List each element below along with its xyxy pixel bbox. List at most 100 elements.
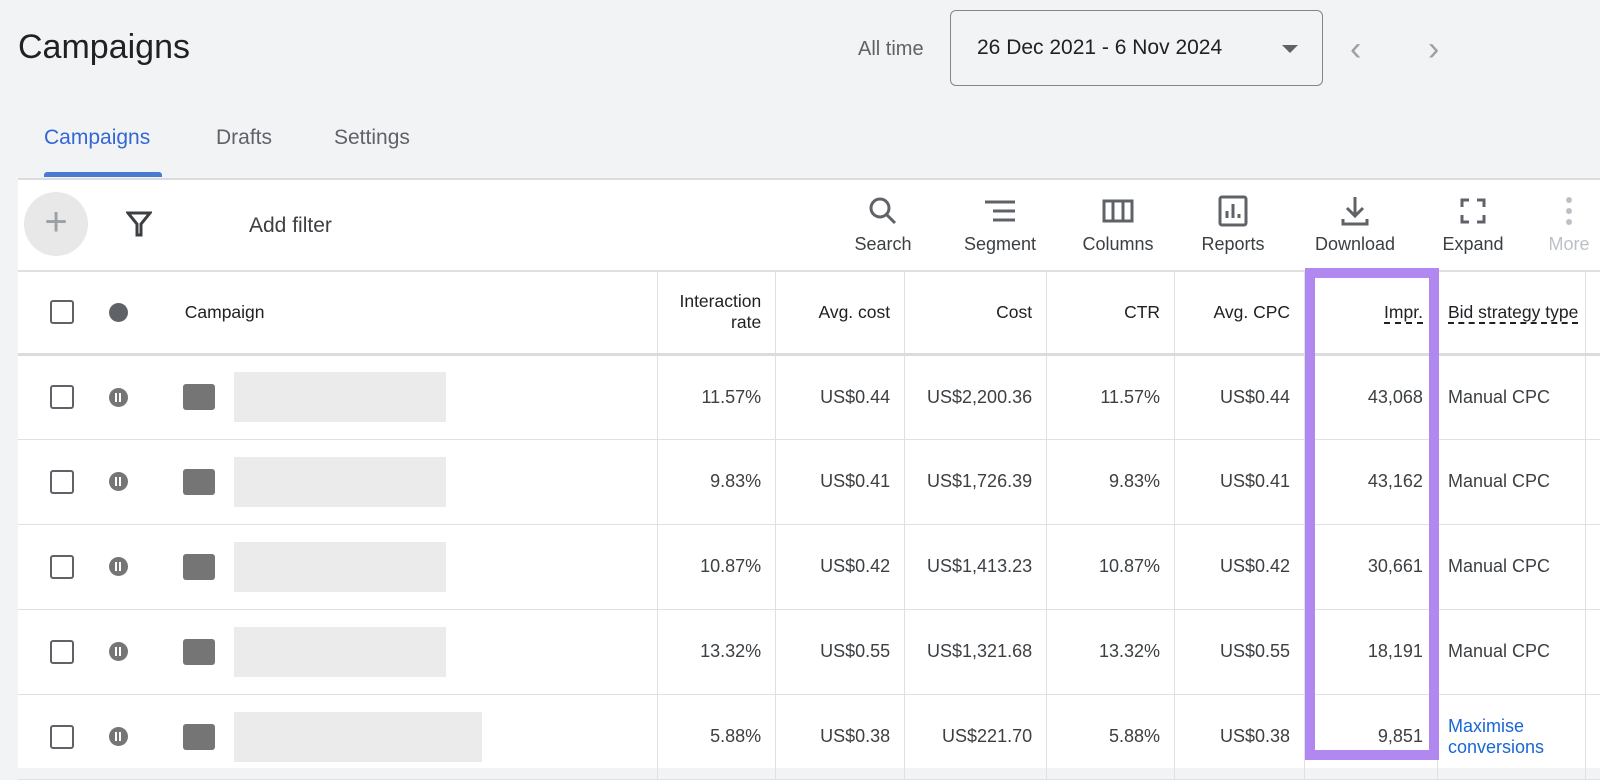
avg-cost-cell: US$0.42 — [775, 524, 906, 610]
cost-cell: US$2,200.36 — [904, 354, 1048, 440]
table-row[interactable]: 9.83% US$0.41 US$1,726.39 9.83% US$0.41 … — [18, 439, 1600, 525]
campaign-cell — [18, 354, 659, 440]
bid-strategy-cell: Manual CPC — [1437, 354, 1586, 440]
search-icon — [869, 197, 897, 225]
search-campaign-icon — [183, 638, 216, 665]
cost-cell: US$221.70 — [904, 694, 1048, 780]
download-icon — [1341, 197, 1369, 226]
table-row[interactable]: 10.87% US$0.42 US$1,413.23 10.87% US$0.4… — [18, 524, 1600, 610]
more-button[interactable]: More — [1534, 194, 1600, 255]
avg-cost-header[interactable]: Avg. cost — [775, 272, 906, 356]
impr-cell: 30,661 — [1304, 524, 1438, 610]
table-row[interactable]: 11.57% US$0.44 US$2,200.36 11.57% US$0.4… — [18, 354, 1600, 440]
reports-icon — [1218, 195, 1248, 227]
expand-icon — [1460, 198, 1486, 224]
more-vert-icon — [1566, 197, 1572, 225]
next-period-icon[interactable]: › — [1428, 30, 1440, 68]
impr-header[interactable]: Impr. — [1304, 272, 1438, 356]
columns-label: Columns — [1082, 234, 1154, 254]
expand-button[interactable]: Expand — [1423, 194, 1523, 255]
row-checkbox[interactable] — [50, 639, 74, 664]
campaign-column-header[interactable]: Campaign — [184, 301, 265, 322]
search-campaign-icon — [183, 468, 216, 495]
avg-cpc-header[interactable]: Avg. CPC — [1174, 272, 1306, 356]
search-campaign-icon — [183, 553, 216, 580]
tab-drafts[interactable]: Drafts — [216, 126, 273, 149]
paused-status-icon[interactable] — [109, 642, 129, 661]
paused-status-icon[interactable] — [109, 557, 129, 576]
paused-status-icon[interactable] — [109, 472, 129, 491]
campaign-header[interactable]: Campaign — [18, 272, 659, 356]
filter-icon[interactable] — [126, 210, 152, 238]
paused-status-icon[interactable] — [109, 727, 129, 746]
redacted-campaign-name[interactable] — [234, 711, 483, 762]
active-tab-indicator — [44, 172, 162, 177]
search-label: Search — [854, 234, 912, 254]
bid-strategy-header[interactable]: Bid strategy type — [1437, 272, 1586, 356]
download-label: Download — [1314, 234, 1396, 254]
avg-cost-cell: US$0.38 — [775, 694, 906, 780]
bid-strategy-cell: Manual CPC — [1437, 439, 1586, 525]
date-range-label: All time — [858, 38, 924, 60]
ctr-cell: 13.32% — [1046, 609, 1176, 695]
download-button[interactable]: Download — [1300, 194, 1410, 255]
previous-period-icon[interactable]: ‹ — [1350, 30, 1362, 68]
expand-label: Expand — [1442, 234, 1504, 254]
table-row[interactable]: 5.88% US$0.38 US$221.70 5.88% US$0.38 9,… — [18, 694, 1600, 780]
columns-button[interactable]: Columns — [1068, 194, 1168, 255]
search-button[interactable]: Search — [833, 194, 933, 255]
add-campaign-button[interactable]: + — [24, 192, 88, 256]
redacted-campaign-name[interactable] — [234, 541, 447, 592]
avg-cost-cell: US$0.44 — [775, 354, 906, 440]
row-checkbox[interactable] — [50, 554, 74, 579]
tab-settings[interactable]: Settings — [334, 126, 410, 149]
table-row[interactable]: 13.32% US$0.55 US$1,321.68 13.32% US$0.5… — [18, 609, 1600, 695]
interaction-rate-header[interactable]: Interaction rate — [657, 272, 777, 356]
bid-strategy-cell: Manual CPC — [1437, 609, 1586, 695]
paused-status-icon[interactable] — [109, 387, 129, 407]
segment-button[interactable]: Segment — [950, 194, 1050, 255]
search-campaign-icon — [183, 384, 216, 410]
avg-cpc-cell: US$0.44 — [1174, 354, 1306, 440]
row-checkbox[interactable] — [50, 385, 74, 409]
cost-cell: US$1,413.23 — [904, 524, 1048, 610]
reports-button[interactable]: Reports — [1183, 194, 1283, 255]
interaction-rate-cell: 5.88% — [657, 694, 777, 780]
impr-header-label: Impr. — [1384, 301, 1423, 324]
date-range-value: 26 Dec 2021 - 6 Nov 2024 — [977, 36, 1223, 59]
interaction-rate-cell: 11.57% — [657, 354, 777, 440]
avg-cpc-cell: US$0.38 — [1174, 694, 1306, 780]
tab-campaigns[interactable]: Campaigns — [44, 126, 151, 149]
add-filter-button[interactable]: Add filter — [249, 214, 332, 237]
campaigns-table: Campaign Interaction rate Avg. cost Cost… — [18, 272, 1600, 780]
row-checkbox[interactable] — [50, 469, 74, 494]
date-range-picker[interactable]: 26 Dec 2021 - 6 Nov 2024 — [950, 10, 1323, 86]
ctr-cell: 9.83% — [1046, 439, 1176, 525]
ctr-cell: 5.88% — [1046, 694, 1176, 780]
avg-cpc-cell: US$0.41 — [1174, 439, 1306, 525]
toolbar: + Add filter Search Segment Columns Repo… — [18, 180, 1600, 272]
row-checkbox[interactable] — [50, 724, 74, 749]
status-filter-icon[interactable] — [108, 302, 128, 322]
columns-icon — [1102, 199, 1134, 223]
campaign-cell — [18, 694, 659, 780]
page-title: Campaigns — [18, 28, 190, 66]
segment-icon — [985, 200, 1015, 222]
reports-label: Reports — [1201, 234, 1265, 254]
segment-label: Segment — [963, 234, 1037, 254]
campaign-cell — [18, 439, 659, 525]
avg-cpc-cell: US$0.55 — [1174, 609, 1306, 695]
cost-header[interactable]: Cost — [904, 272, 1048, 356]
cost-cell: US$1,726.39 — [904, 439, 1048, 525]
select-all-checkbox[interactable] — [50, 300, 74, 325]
redacted-campaign-name[interactable] — [234, 626, 447, 677]
bid-strategy-cell: Manual CPC — [1437, 524, 1586, 610]
ctr-header[interactable]: CTR — [1046, 272, 1176, 356]
redacted-campaign-name[interactable] — [234, 456, 447, 507]
campaign-cell — [18, 524, 659, 610]
dropdown-caret-icon — [1282, 45, 1298, 53]
redacted-campaign-name[interactable] — [234, 372, 447, 422]
campaign-cell — [18, 609, 659, 695]
bid-strategy-cell[interactable]: Maximise conversions — [1437, 694, 1586, 780]
impr-cell: 43,162 — [1304, 439, 1438, 525]
